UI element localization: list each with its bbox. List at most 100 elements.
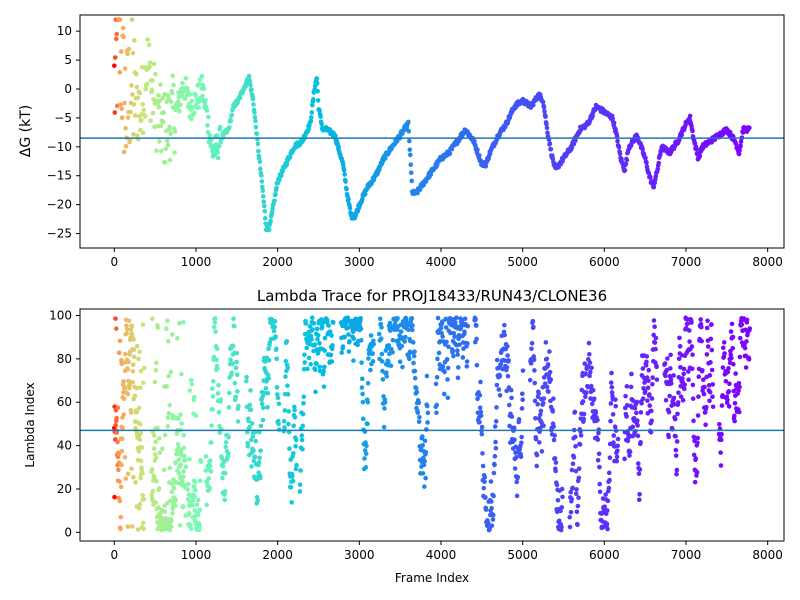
lambda-point <box>166 411 172 416</box>
lambda-point <box>307 324 313 329</box>
lambda-point <box>314 361 319 366</box>
lambda-point <box>312 342 318 347</box>
delta-g-point <box>158 123 164 129</box>
lambda-point <box>168 498 173 504</box>
lambda-point <box>732 418 737 424</box>
lambda-point <box>698 317 703 322</box>
lambda-point <box>707 373 713 378</box>
lambda-point <box>634 399 640 405</box>
lambda-point <box>137 502 143 507</box>
delta-g-point <box>407 152 413 158</box>
lambda-point <box>287 446 292 451</box>
lambda-point <box>214 357 219 363</box>
lambda-point <box>493 439 498 445</box>
lambda-point <box>137 385 143 391</box>
lambda-point <box>152 379 158 385</box>
lambda-point <box>703 404 709 410</box>
delta-g-point <box>170 73 175 78</box>
delta-g-point <box>167 157 173 163</box>
lambda-point <box>156 485 162 491</box>
lambda-point <box>152 475 157 480</box>
lambda-point <box>699 324 704 330</box>
lambda-point <box>351 336 357 341</box>
delta-g-point <box>260 194 266 199</box>
lambda-point <box>273 334 278 339</box>
lambda-point <box>314 326 320 332</box>
lambda-point <box>149 466 155 472</box>
lambda-point <box>140 380 146 386</box>
lambda-point <box>400 364 405 370</box>
lambda-point <box>390 337 396 343</box>
lambda-point <box>686 377 691 383</box>
delta-g-y-tick-label: 5 <box>64 53 72 67</box>
delta-g-point <box>257 156 262 161</box>
lambda-point <box>420 442 425 448</box>
lambda-point <box>308 362 313 367</box>
lambda-point <box>170 332 175 337</box>
lambda-point <box>230 343 236 349</box>
lambda-point <box>276 401 282 407</box>
delta-g-x-tick-label: 1000 <box>181 255 212 269</box>
lambda-point <box>414 389 420 395</box>
lambda-point <box>742 345 748 351</box>
lambda-point <box>329 333 334 338</box>
lambda-point <box>131 347 137 353</box>
lambda-point <box>417 414 422 420</box>
lambda-point <box>382 399 388 405</box>
delta-g-point <box>644 160 649 165</box>
lambda-point <box>550 409 556 414</box>
lambda-point <box>150 316 155 322</box>
delta-g-point <box>284 161 290 167</box>
lambda-point <box>113 326 119 331</box>
lambda-point <box>490 512 496 518</box>
lambda-point <box>409 327 415 333</box>
lambda-point <box>666 409 672 415</box>
lambda-point <box>689 320 694 325</box>
delta-g-point <box>125 115 131 120</box>
delta-g-point <box>314 81 320 86</box>
lambda-point <box>315 336 320 342</box>
lambda-point <box>235 389 240 394</box>
lambda-point <box>165 424 171 429</box>
lambda-point <box>672 416 678 422</box>
lambda-point <box>179 421 184 426</box>
lambda-point <box>141 496 147 502</box>
lambda-point <box>226 390 232 396</box>
lambda-point <box>399 343 405 349</box>
lambda-point <box>632 405 638 411</box>
lambda-point <box>531 354 537 359</box>
lambda-point <box>638 410 644 415</box>
lambda-point <box>575 522 580 527</box>
lambda-point <box>448 330 453 336</box>
lambda-point <box>465 341 470 346</box>
lambda-point <box>702 410 708 415</box>
lambda-point <box>628 384 634 390</box>
lambda-point <box>118 526 123 532</box>
lambda-point <box>652 324 657 329</box>
lambda-point <box>154 478 159 484</box>
lambda-point <box>444 357 450 362</box>
lambda-point <box>498 361 504 367</box>
lambda-point <box>282 408 288 413</box>
lambda-point <box>534 452 540 458</box>
lambda-point <box>329 346 335 352</box>
lambda-point <box>175 441 181 447</box>
lambda-point <box>260 405 266 411</box>
lambda-point <box>730 345 736 351</box>
lambda-point <box>226 435 231 440</box>
lambda-point <box>451 353 456 359</box>
lambda-point <box>705 318 710 324</box>
lambda-point <box>704 325 710 331</box>
delta-g-point <box>408 170 414 175</box>
lambda-point <box>567 514 572 520</box>
lambda-point <box>559 505 565 510</box>
delta-g-point <box>135 95 141 101</box>
lambda-point <box>123 476 129 481</box>
lambda-point <box>421 462 427 468</box>
lambda-point <box>367 347 373 352</box>
lambda-point <box>193 487 198 493</box>
lambda-point <box>362 456 367 461</box>
delta-g-point <box>160 95 166 101</box>
lambda-point <box>234 350 240 356</box>
lambda-y-tick-label: 100 <box>49 309 72 323</box>
